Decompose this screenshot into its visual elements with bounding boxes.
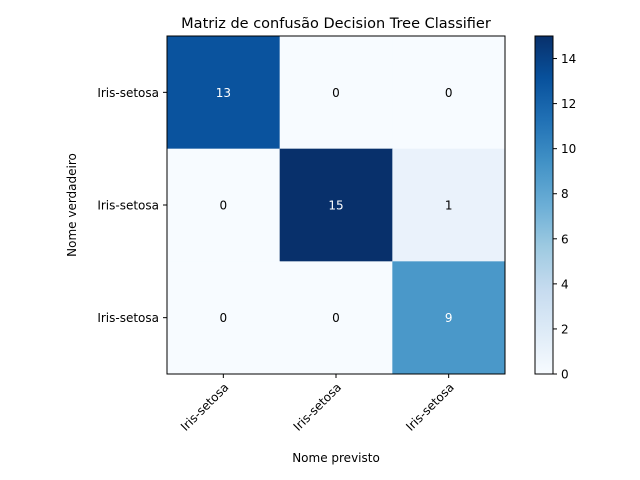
colorbar <box>534 35 554 375</box>
colorbar-tick-label: 10 <box>561 142 576 156</box>
colorbar-tick-label: 4 <box>561 277 569 291</box>
cell-value-label: 15 <box>328 199 343 213</box>
heatmap-cell-labels: 13 0 0 0 15 1 0 0 9 <box>216 86 453 325</box>
colorbar-tick-label: 0 <box>561 368 569 382</box>
x-tick-label: Iris-setosa <box>178 380 232 434</box>
heatmap-cell <box>392 261 506 375</box>
colorbar-tick-label: 12 <box>561 97 576 111</box>
colorbar-tick-label: 14 <box>561 52 576 66</box>
heatmap-cell <box>392 148 506 262</box>
y-tick-label: Iris-setosa <box>97 86 159 100</box>
heatmap-cell <box>167 36 281 150</box>
cell-value-label: 0 <box>220 311 228 325</box>
x-tick-label: Iris-setosa <box>403 380 457 434</box>
colorbar-tick-label: 8 <box>561 187 569 201</box>
colorbar-tick-label: 6 <box>561 232 569 246</box>
heatmap-cell <box>279 148 393 262</box>
y-tick-label: Iris-setosa <box>97 199 159 213</box>
heatmap-cell <box>167 148 281 262</box>
x-axis-label: Nome previsto <box>292 451 380 465</box>
heatmap-cell <box>167 261 281 375</box>
cell-value-label: 1 <box>445 199 453 213</box>
x-axis-ticks: Iris-setosa Iris-setosa Iris-setosa <box>178 374 457 434</box>
x-tick-label: Iris-setosa <box>291 380 345 434</box>
y-tick-label: Iris-setosa <box>97 311 159 325</box>
chart-title: Matriz de confusão Decision Tree Classif… <box>181 16 491 32</box>
cell-value-label: 0 <box>332 86 340 100</box>
colorbar-ticks: 0 2 4 6 8 10 12 14 <box>553 52 576 382</box>
heatmap-cell <box>279 36 393 150</box>
cell-value-label: 13 <box>216 86 231 100</box>
heatmap-cells <box>167 36 506 375</box>
colorbar-tick-label: 2 <box>561 322 569 336</box>
cell-value-label: 0 <box>445 86 453 100</box>
cell-value-label: 0 <box>220 199 228 213</box>
y-axis-ticks: Iris-setosa Iris-setosa Iris-setosa <box>97 86 167 325</box>
cell-value-label: 9 <box>445 311 453 325</box>
cell-value-label: 0 <box>332 311 340 325</box>
y-axis-label: Nome verdadeiro <box>65 153 79 257</box>
heatmap-cell <box>392 36 506 150</box>
heatmap-cell <box>279 261 393 375</box>
